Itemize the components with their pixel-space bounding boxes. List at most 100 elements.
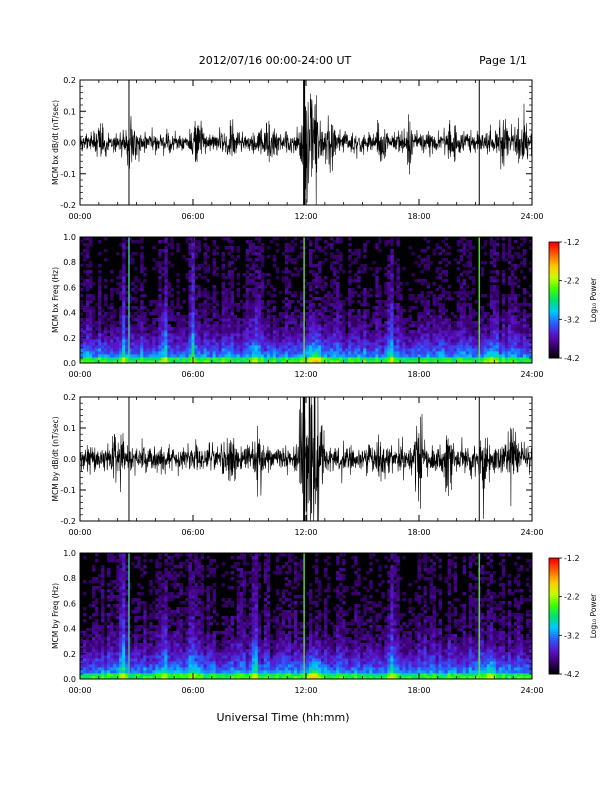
spectrogram-cell	[519, 333, 524, 337]
spectrogram-cell	[257, 348, 262, 352]
spectrogram-cell	[447, 357, 452, 361]
spectrogram-cell	[426, 360, 430, 364]
spectrogram-cell	[257, 357, 262, 361]
spectrogram-cell	[170, 357, 174, 361]
spectrogram-cell	[465, 354, 470, 358]
spectrogram-cell	[224, 300, 229, 304]
spectrogram-cell	[224, 345, 229, 349]
spectrogram-cell	[489, 360, 494, 364]
spectrogram-cell	[318, 282, 322, 286]
spectrogram-cell	[152, 333, 156, 337]
spectrogram-cell	[486, 342, 491, 346]
spectrogram-cell	[170, 354, 174, 358]
spectrogram-cell	[432, 309, 436, 313]
spectrogram-cell	[375, 339, 379, 343]
spectrogram-cell	[161, 583, 165, 587]
spectrogram-cell	[248, 336, 253, 340]
spectrogram-cell	[194, 240, 198, 244]
spectrogram-cell	[330, 333, 334, 337]
spectrogram-cell	[324, 258, 328, 262]
spectrogram-cell	[110, 306, 114, 310]
spectrogram-cell	[146, 333, 150, 337]
spectrogram-cell	[188, 345, 192, 349]
spectrogram-cell	[107, 342, 111, 346]
spectrogram-cell	[227, 339, 232, 343]
spectrogram-cell	[296, 348, 301, 352]
spectrogram-cell	[188, 279, 192, 283]
spectrogram-cell	[146, 646, 150, 650]
spectrogram-cell	[408, 333, 412, 337]
spectrogram-cell	[224, 276, 229, 280]
spectrogram-cell	[119, 655, 123, 659]
spectrogram-cell	[450, 339, 455, 343]
spectrogram-cell	[336, 303, 340, 307]
spectrogram-cell	[414, 333, 418, 337]
spectrogram-cell	[396, 324, 400, 328]
spectrogram-cell	[260, 294, 265, 298]
spectrogram-cell	[89, 270, 93, 274]
spectrogram-cell	[137, 556, 141, 560]
spectrogram-cell	[393, 336, 397, 340]
spectrogram-cell	[245, 309, 250, 313]
spectrogram-cell	[290, 258, 295, 262]
spectrogram-cell	[278, 342, 283, 346]
spectrogram-cell	[327, 345, 331, 349]
spectrogram-cell	[342, 348, 346, 352]
spectrogram-cell	[408, 345, 412, 349]
spectrogram-cell	[122, 300, 126, 304]
spectrogram-cell	[414, 336, 418, 340]
spectrogram-cell	[384, 324, 388, 328]
spectrogram-cell	[137, 339, 141, 343]
spectrogram-cell	[333, 312, 337, 316]
spectrogram-cell	[173, 339, 177, 343]
spectrogram-cell	[161, 634, 165, 638]
spectrogram-cell	[224, 291, 229, 295]
spectrogram-cell	[489, 354, 494, 358]
spectrogram-cell	[92, 333, 96, 337]
spectrogram-cell	[134, 610, 138, 614]
spectrogram-cell	[333, 336, 337, 340]
spectrogram-cell	[345, 360, 349, 364]
spectrogram-cell	[260, 339, 265, 343]
spectrogram-cell	[113, 309, 117, 313]
spectrogram-cell	[158, 661, 162, 665]
spectrogram-cell	[372, 351, 376, 355]
spectrogram-cell	[390, 303, 394, 307]
spectrogram-cell	[480, 273, 485, 277]
spectrogram-cell	[260, 276, 265, 280]
spectrogram-cell	[372, 330, 376, 334]
spectrogram-cell	[80, 357, 84, 361]
spectrogram-cell	[492, 300, 497, 304]
spectrogram-cell	[101, 631, 105, 635]
spectrogram-cell	[107, 637, 111, 641]
spectrogram-cell	[369, 288, 373, 292]
spectrogram-cell	[471, 321, 476, 325]
spectrogram-cell	[257, 327, 262, 331]
spectrogram-cell	[293, 243, 298, 247]
spectrogram-cell	[501, 321, 506, 325]
spectrogram-cell	[402, 321, 406, 325]
spectrogram-cell	[522, 330, 527, 334]
spectrogram-cell	[257, 297, 262, 301]
spectrogram-cell	[336, 294, 340, 298]
spectrogram-cell	[140, 303, 144, 307]
spectrogram-cell	[188, 297, 192, 301]
spectrogram-cell	[119, 586, 123, 590]
spectrogram-cell	[197, 294, 201, 298]
spectrogram-cell	[122, 279, 126, 283]
spectrogram-cell	[107, 658, 111, 662]
spectrogram-cell	[251, 321, 256, 325]
spectrogram-cell	[131, 652, 135, 656]
spectrogram-cell	[333, 306, 337, 310]
spectrogram-cell	[179, 330, 183, 334]
spectrogram-cell	[206, 327, 210, 331]
spectrogram-cell	[336, 339, 340, 343]
spectrogram-cell	[161, 595, 165, 599]
spectrogram-cell	[390, 333, 394, 337]
spectrogram-cell	[92, 568, 96, 572]
spectrogram-cell	[363, 333, 367, 337]
spectrogram-cell	[284, 315, 289, 319]
spectrogram-cell	[399, 333, 403, 337]
spectrogram-cell	[119, 273, 123, 277]
spectrogram-cell	[104, 622, 108, 626]
